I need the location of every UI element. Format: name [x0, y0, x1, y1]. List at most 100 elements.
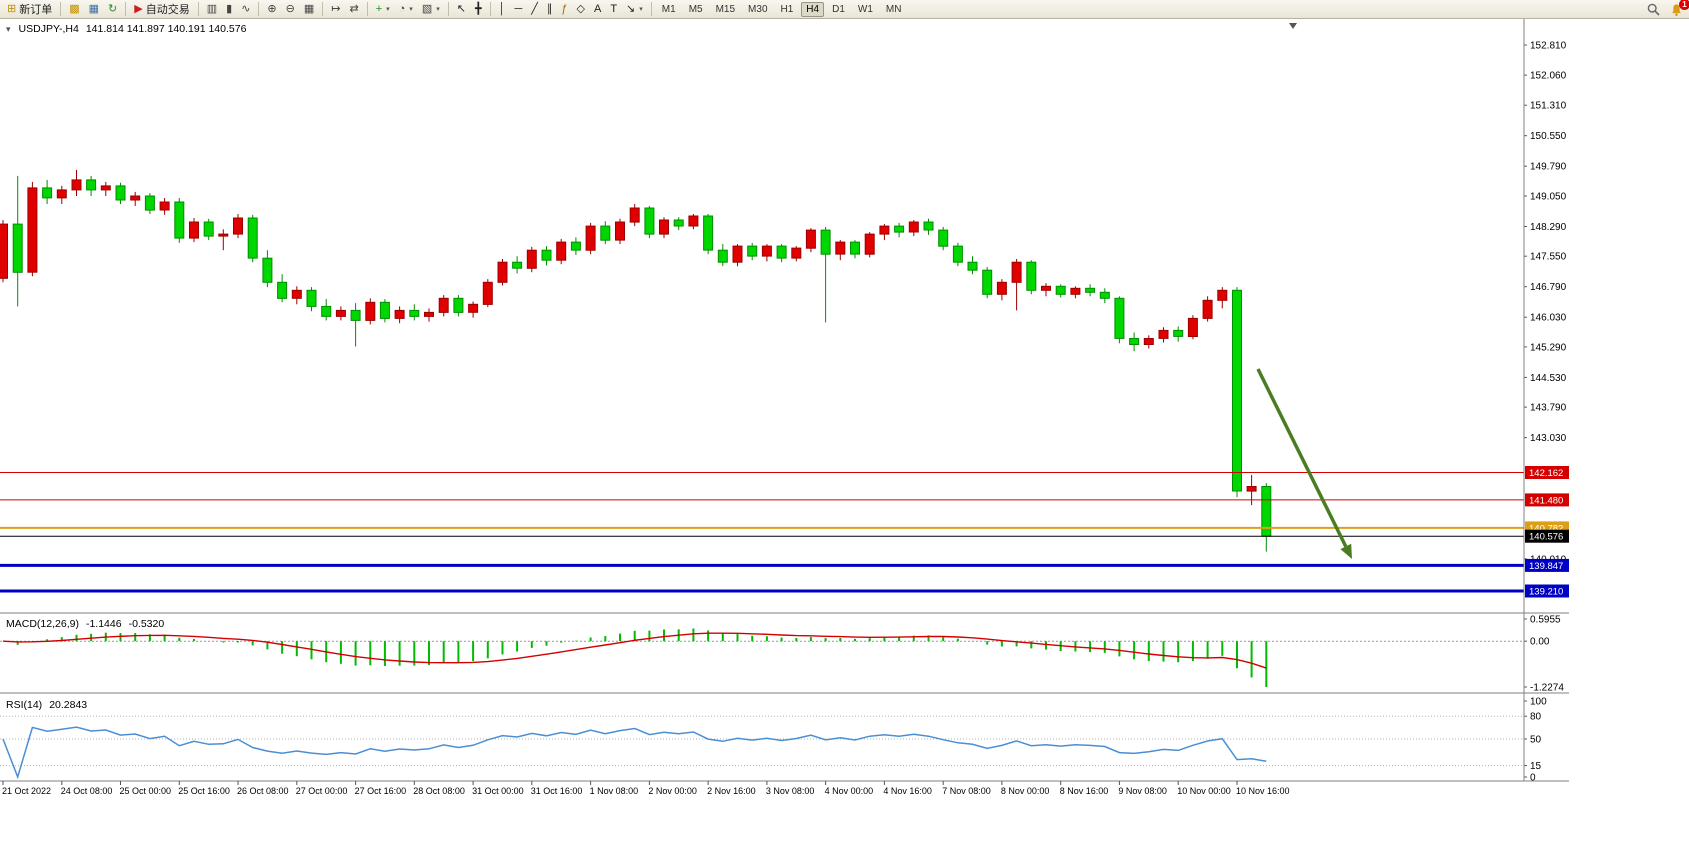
label-tool-button[interactable]: T — [606, 1, 621, 17]
hline-current-price[interactable]: 140.576 — [0, 529, 1569, 543]
timeframe-h1-button[interactable]: H1 — [780, 3, 794, 15]
date-axis[interactable]: 21 Oct 2022 24 Oct 08:00 25 Oct 00:00 25 Oc… — [2, 781, 1290, 796]
hline-resistance-lower[interactable]: 141.480 — [0, 493, 1569, 507]
new-chart-button[interactable]: ▩ — [65, 1, 83, 17]
svg-text:149.790: 149.790 — [1530, 162, 1567, 173]
timeframe-m30-button[interactable]: M30 — [748, 3, 768, 15]
text-tool-button[interactable]: A — [590, 1, 605, 17]
toolbar-separator — [489, 2, 491, 16]
svg-text:21 Oct 2022: 21 Oct 2022 — [2, 786, 51, 796]
market-watch-button[interactable]: ▦ — [85, 1, 103, 17]
crosshair-icon: ╋ — [474, 2, 482, 15]
zoom-out-button[interactable]: ⊖ — [282, 1, 299, 17]
arrows-tool-button[interactable]: ↘ ▾ — [622, 1, 647, 17]
toolbar-separator — [258, 2, 260, 16]
hline-resistance-upper[interactable]: 142.162 — [0, 466, 1569, 479]
templates-dropdown-dropdown-arrow[interactable]: ▾ — [436, 6, 440, 13]
svg-text:8 Nov 16:00: 8 Nov 16:00 — [1060, 786, 1109, 796]
svg-text:146.790: 146.790 — [1530, 282, 1567, 293]
periods-dropdown-button[interactable]: ◔ ▾ — [395, 1, 417, 17]
svg-text:148.290: 148.290 — [1530, 222, 1567, 233]
svg-text:146.030: 146.030 — [1530, 313, 1567, 324]
templates-dropdown-icon: ▧ — [421, 2, 433, 15]
periods-dropdown-dropdown-arrow[interactable]: ▾ — [409, 6, 413, 13]
zoom-in-button[interactable]: ⊕ — [263, 1, 280, 17]
line-chart-type-button[interactable]: ∿ — [237, 1, 254, 17]
market-watch-icon: ▦ — [88, 2, 100, 15]
toolbar-separator — [322, 2, 324, 16]
svg-text:31 Oct 16:00: 31 Oct 16:00 — [531, 786, 583, 796]
vertical-line-tool-icon: │ — [498, 2, 506, 15]
templates-dropdown-button[interactable]: ▧ ▾ — [418, 1, 444, 17]
chart-shift-button[interactable]: ⇄ — [345, 1, 362, 17]
timeframe-m1-button[interactable]: M1 — [661, 3, 676, 15]
shapes-tool-button[interactable]: ◇ — [573, 1, 589, 17]
bell-icon — [1672, 3, 1681, 16]
timeframe-mn-button[interactable]: MN — [885, 3, 902, 15]
chart-shift-icon: ⇄ — [349, 2, 359, 15]
bar-chart-type-button[interactable]: ▥ — [203, 1, 221, 17]
bar-chart-type-icon: ▥ — [206, 2, 218, 15]
rsi-indicator-label: RSI(14) 20.2843 — [6, 699, 87, 711]
crosshair-button[interactable]: ╋ — [471, 1, 486, 17]
svg-text:139.847: 139.847 — [1529, 561, 1563, 572]
rsi-value: 20.2843 — [49, 699, 88, 711]
hline-support-lower[interactable]: 139.210 — [0, 584, 1569, 598]
macd-main-value: -1.1446 — [85, 618, 122, 630]
arrows-tool-dropdown-arrow[interactable]: ▾ — [639, 6, 643, 13]
vertical-line-tool-button[interactable]: │ — [495, 1, 510, 17]
svg-text:140.576: 140.576 — [1529, 532, 1563, 543]
macd-indicator-label: MACD(12,26,9) -1.1446 -0.5320 — [6, 618, 164, 630]
arrows-tool-icon: ↘ — [626, 2, 636, 15]
hline-support-upper[interactable]: 139.847 — [0, 558, 1569, 572]
trend-arrow-annotation[interactable] — [1256, 368, 1352, 559]
zoom-in-icon: ⊕ — [267, 2, 277, 15]
cursor-icon: ↖ — [456, 2, 466, 15]
toolbar-separator — [447, 2, 449, 16]
timeframe-w1-button[interactable]: W1 — [857, 3, 873, 15]
alerts-button[interactable]: 1 — [1669, 0, 1689, 17]
search-button[interactable] — [1646, 2, 1661, 17]
new-order-button[interactable]: ⊞ 新订单 — [3, 1, 56, 17]
svg-text:141.480: 141.480 — [1529, 495, 1563, 506]
zoom-out-icon: ⊖ — [285, 2, 295, 15]
cursor-button[interactable]: ↖ — [453, 1, 470, 17]
new-chart-dropdown-dropdown-arrow[interactable]: ▾ — [386, 6, 390, 13]
new-chart-dropdown-button[interactable]: + ▾ — [372, 1, 394, 17]
toolbar-right-group: 1 — [1646, 0, 1689, 17]
svg-text:25 Oct 00:00: 25 Oct 00:00 — [120, 786, 172, 796]
channel-tool-button[interactable]: ∥ — [543, 1, 557, 17]
tile-windows-button[interactable]: ▦ — [300, 1, 318, 17]
candlestick-type-icon: ▮ — [226, 2, 233, 15]
search-icon — [1647, 3, 1660, 16]
toolbar-separator — [650, 2, 652, 16]
algo-trading-button[interactable]: ▶ 自动交易 — [130, 1, 193, 17]
svg-text:15: 15 — [1530, 761, 1542, 772]
chart-shift-marker[interactable] — [1289, 23, 1297, 29]
refresh-button[interactable]: ↻ — [104, 1, 121, 17]
svg-text:147.550: 147.550 — [1530, 252, 1567, 263]
trendline-tool-button[interactable]: ╱ — [527, 1, 542, 17]
svg-text:9 Nov 08:00: 9 Nov 08:00 — [1118, 786, 1167, 796]
timeframe-h4-button[interactable]: H4 — [801, 1, 825, 17]
timeframe-d1-button[interactable]: D1 — [832, 3, 845, 15]
toolbar-separator — [366, 2, 368, 16]
horizontal-line-tool-button[interactable]: ─ — [510, 1, 526, 17]
macd-signal-value: -0.5320 — [128, 618, 165, 630]
svg-text:140.782: 140.782 — [1529, 523, 1563, 534]
timeframe-m5-button[interactable]: M5 — [688, 3, 703, 15]
candlestick-type-button[interactable]: ▮ — [222, 1, 236, 17]
timeframe-m15-button[interactable]: M15 — [715, 3, 736, 15]
chart-canvas[interactable]: 152.810 152.060 151.310 150.550 149.790 149.0… — [0, 19, 1689, 862]
svg-text:-1.2274: -1.2274 — [1530, 683, 1564, 694]
toolbar-separator — [60, 2, 62, 16]
macd-histogram — [16, 628, 1268, 687]
svg-text:151.310: 151.310 — [1530, 101, 1567, 112]
one-click-collapse-icon[interactable]: ▾ — [6, 23, 11, 34]
chart-window: 152.810 152.060 151.310 150.550 149.790 149.0… — [0, 19, 1689, 862]
svg-text:27 Oct 16:00: 27 Oct 16:00 — [355, 786, 407, 796]
fibonacci-tool-button[interactable]: ƒ — [557, 1, 571, 17]
svg-text:100: 100 — [1530, 697, 1547, 708]
auto-scroll-button[interactable]: ↦ — [327, 1, 344, 17]
macd-signal-line — [2, 632, 1267, 669]
